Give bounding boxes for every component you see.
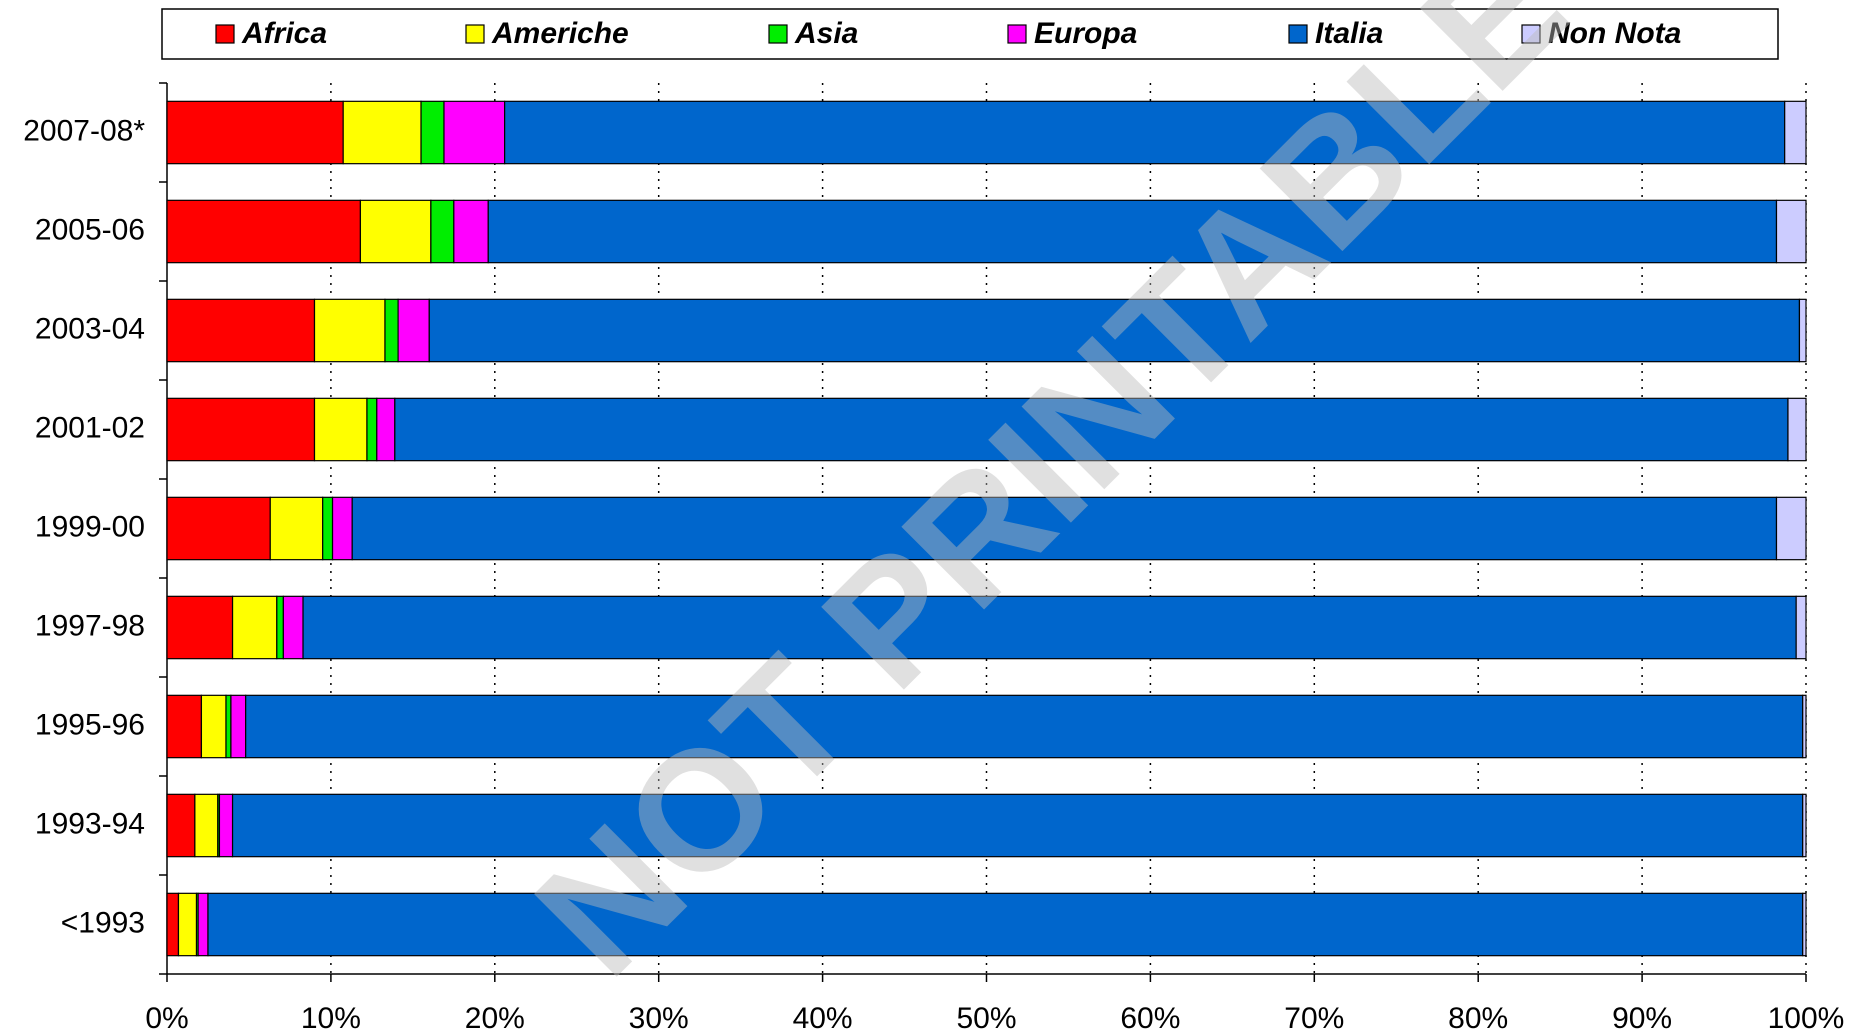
x-tick-label: 90%: [1612, 1002, 1672, 1033]
y-tick-label: 2003-04: [35, 312, 145, 345]
bar-segment: [166, 298, 316, 363]
legend-swatch: [1288, 24, 1308, 44]
bar-segment: [197, 892, 209, 957]
bar-segment: [230, 694, 247, 759]
x-tick-label: 0%: [145, 1002, 188, 1033]
bar-segment: [376, 397, 396, 462]
bar-segment: [276, 595, 284, 660]
legend-swatch: [1007, 24, 1027, 44]
x-tick-label: 30%: [629, 1002, 689, 1033]
bar-segment: [166, 892, 180, 957]
x-tick-label: 50%: [956, 1002, 1016, 1033]
legend-label: Americhe: [491, 17, 629, 50]
bar-segment: [504, 100, 1786, 165]
bar-segment: [166, 100, 344, 165]
bar-segment: [166, 199, 362, 264]
legend-label: Europa: [1034, 17, 1137, 50]
bar-segment: [1775, 496, 1807, 561]
bar-segment: [1798, 298, 1807, 363]
bar-segment: [1775, 199, 1807, 264]
bar-segment: [313, 397, 368, 462]
bar-segment: [443, 100, 506, 165]
bar-segment: [1802, 694, 1807, 759]
bar-segment: [166, 793, 196, 858]
bar-segment: [453, 199, 489, 264]
bar-segment: [200, 694, 227, 759]
bar-segment: [231, 793, 1804, 858]
x-tick-label: 10%: [301, 1002, 361, 1033]
bar-segment: [166, 397, 316, 462]
bar-segment: [207, 892, 1804, 957]
x-tick-label: 100%: [1768, 1002, 1845, 1033]
y-tick-label: 2001-02: [35, 411, 145, 444]
y-tick-label: 1999-00: [35, 510, 145, 543]
bar-segment: [282, 595, 304, 660]
bar-segment: [194, 793, 219, 858]
bar-segment: [1802, 892, 1807, 957]
x-tick-label: 20%: [465, 1002, 525, 1033]
bar-segment: [177, 892, 198, 957]
y-tick-label: 1993-94: [35, 807, 145, 840]
legend-swatch: [215, 24, 235, 44]
bar-segment: [231, 595, 278, 660]
bar-segment: [366, 397, 378, 462]
bar-segment: [342, 100, 422, 165]
bar-segment: [218, 793, 234, 858]
bar-segment: [302, 595, 1797, 660]
legend-swatch: [1521, 24, 1541, 44]
bar-segment: [166, 694, 203, 759]
bar-segment: [384, 298, 399, 363]
bar-segment: [428, 298, 1801, 363]
x-tick-label: 70%: [1284, 1002, 1344, 1033]
bar-segment: [1802, 793, 1807, 858]
bar-segment: [1787, 397, 1807, 462]
bar-segment: [394, 397, 1789, 462]
legend-label: Africa: [241, 17, 327, 50]
bar-segment: [1784, 100, 1807, 165]
legend-box: [161, 8, 1779, 60]
y-tick-label: <1993: [61, 906, 145, 939]
y-tick-label: 2007-08*: [23, 114, 145, 147]
x-tick-label: 80%: [1448, 1002, 1508, 1033]
bar-segment: [245, 694, 1804, 759]
bar-segment: [322, 496, 334, 561]
bar-segment: [430, 199, 455, 264]
bar-segment: [225, 694, 232, 759]
legend-label: Italia: [1315, 17, 1383, 50]
legend-swatch: [768, 24, 788, 44]
bar-segment: [269, 496, 324, 561]
bar-segment: [313, 298, 386, 363]
bar-segment: [487, 199, 1778, 264]
y-tick-label: 1995-96: [35, 708, 145, 741]
bar-segment: [166, 595, 234, 660]
y-tick-label: 2005-06: [35, 213, 145, 246]
bar-segment: [1795, 595, 1807, 660]
legend-swatch: [465, 24, 485, 44]
bar-segment: [166, 496, 271, 561]
legend-label: Asia: [794, 17, 858, 50]
legend-label: Non Nota: [1548, 17, 1681, 50]
bar-segment: [359, 199, 432, 264]
bar-segment: [397, 298, 430, 363]
y-tick-label: 1997-98: [35, 609, 145, 642]
bar-segment: [331, 496, 353, 561]
bar-segment: [420, 100, 445, 165]
x-tick-label: 60%: [1120, 1002, 1180, 1033]
x-tick-label: 40%: [793, 1002, 853, 1033]
